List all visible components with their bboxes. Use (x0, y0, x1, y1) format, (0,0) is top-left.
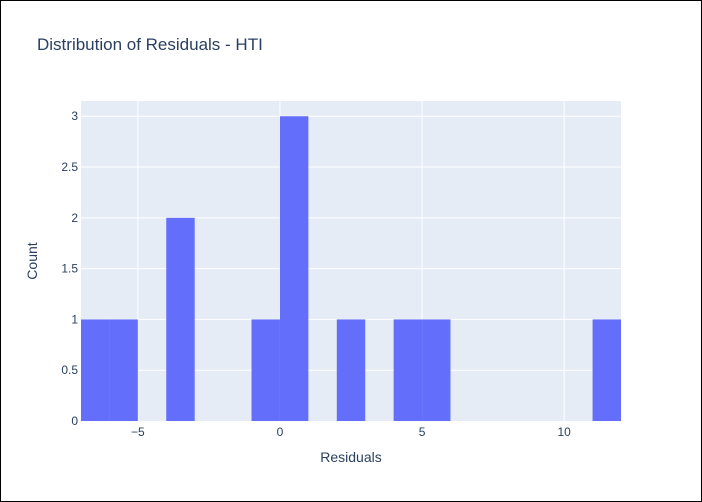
y-tick-label: 0 (71, 414, 78, 428)
y-tick-label: 2 (71, 211, 78, 225)
x-axis-title: Residuals (320, 449, 381, 465)
histogram-bar (422, 319, 451, 421)
histogram-bar (81, 319, 110, 421)
y-axis-title: Count (24, 242, 40, 279)
x-tick-label: 0 (277, 425, 284, 439)
y-tick-label: 0.5 (61, 363, 78, 377)
histogram-bar (393, 319, 423, 421)
x-tick-label: 10 (557, 425, 571, 439)
histogram-bar (109, 319, 138, 421)
x-tick-label: −5 (131, 425, 145, 439)
histogram-bar (592, 319, 621, 421)
y-tick-label: 1.5 (61, 262, 78, 276)
histogram-bar (336, 319, 366, 421)
histogram-bar (166, 217, 195, 421)
y-tick-label: 3 (71, 109, 78, 123)
y-tick-label: 2.5 (61, 160, 78, 174)
y-tick-label: 1 (71, 312, 78, 326)
histogram-bar (279, 116, 309, 421)
histogram-bar (251, 319, 280, 421)
chart-title: Distribution of Residuals - HTI (37, 35, 263, 54)
x-tick-label: 5 (419, 425, 426, 439)
